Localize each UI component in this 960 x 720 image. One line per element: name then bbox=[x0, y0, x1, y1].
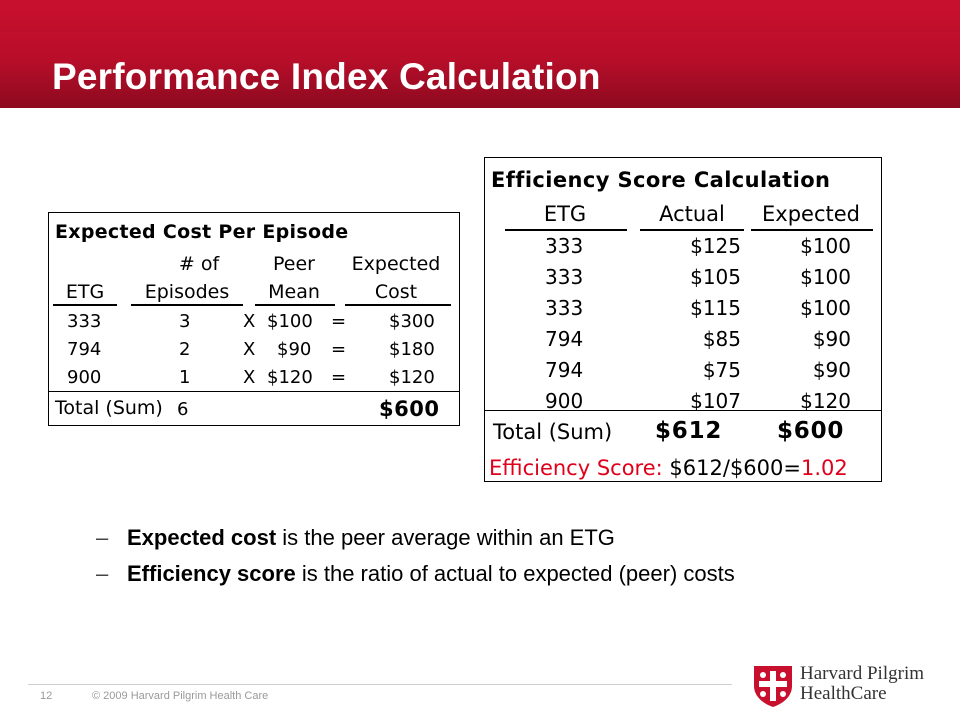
cell-etg: 900 bbox=[67, 367, 102, 388]
cell-x: X bbox=[243, 311, 256, 332]
total-cost: $600 bbox=[379, 397, 440, 421]
cell-eq: = bbox=[331, 367, 347, 388]
cell-etg: 794 bbox=[67, 339, 102, 360]
cell-actual: $107 bbox=[690, 389, 741, 413]
divider bbox=[49, 391, 459, 392]
cell-expected: $120 bbox=[800, 389, 851, 413]
efficiency-score-table: Efficiency Score Calculation ETG Actual … bbox=[484, 157, 882, 482]
header-etg: ETG bbox=[543, 202, 587, 226]
cell-actual: $85 bbox=[702, 327, 741, 351]
cell-expected: $90 bbox=[812, 327, 851, 351]
cell-expected: $90 bbox=[812, 358, 851, 382]
table-caption: Expected Cost Per Episode bbox=[55, 221, 349, 243]
underline bbox=[131, 304, 243, 306]
cell-actual: $105 bbox=[690, 265, 741, 289]
score-formula: $612/$600= bbox=[669, 456, 801, 480]
header-mean-2: Mean bbox=[268, 281, 320, 303]
total-label: Total (Sum) bbox=[493, 420, 613, 444]
footer-divider bbox=[28, 684, 732, 685]
harvard-pilgrim-shield-icon bbox=[754, 666, 792, 707]
logo-line-2: HealthCare bbox=[800, 683, 887, 704]
cell-x: X bbox=[243, 339, 256, 360]
cell-x: X bbox=[243, 367, 256, 388]
header-etg: ETG bbox=[65, 281, 105, 303]
header-episodes-1: # of bbox=[178, 253, 220, 275]
expected-cost-table: Expected Cost Per Episode # of Peer Expe… bbox=[48, 212, 460, 426]
cell-expected: $100 bbox=[800, 265, 851, 289]
cell-cost: $180 bbox=[389, 339, 435, 360]
underline bbox=[640, 229, 744, 231]
cell-mean: $90 bbox=[277, 339, 312, 360]
total-label: Total (Sum) bbox=[55, 397, 163, 419]
cell-mean: $120 bbox=[267, 367, 313, 388]
total-expected: $600 bbox=[777, 418, 845, 444]
cell-etg: 333 bbox=[67, 311, 102, 332]
underline bbox=[53, 304, 117, 306]
bullet-desc: is the peer average within an ETG bbox=[276, 525, 615, 550]
bullet-text: Efficiency score is the ratio of actual … bbox=[127, 561, 735, 587]
cell-expected: $100 bbox=[800, 296, 851, 320]
total-episodes: 6 bbox=[177, 399, 189, 420]
cell-etg: 794 bbox=[545, 358, 584, 382]
dash-marker: – bbox=[96, 561, 109, 586]
dash-marker: – bbox=[96, 525, 109, 550]
cell-episodes: 1 bbox=[179, 367, 191, 388]
underline bbox=[505, 229, 627, 231]
header-bar bbox=[0, 0, 960, 108]
cell-actual: $125 bbox=[690, 234, 741, 258]
header-mean-1: Peer bbox=[273, 253, 315, 275]
total-actual: $612 bbox=[655, 418, 723, 444]
page-number: 12 bbox=[40, 690, 53, 702]
cell-etg: 333 bbox=[545, 296, 584, 320]
bullet-term: Expected cost bbox=[127, 525, 277, 550]
cell-cost: $300 bbox=[389, 311, 435, 332]
cell-actual: $115 bbox=[690, 296, 741, 320]
header-cost-1: Expected bbox=[351, 253, 441, 275]
header-expected: Expected bbox=[762, 202, 860, 226]
cell-actual: $75 bbox=[702, 358, 741, 382]
bullet-desc: is the ratio of actual to expected (peer… bbox=[295, 561, 735, 586]
efficiency-score-line: Efficiency Score: $612/$600=1.02 bbox=[489, 456, 848, 480]
bullet-term: Efficiency score bbox=[127, 561, 296, 586]
copyright-text: © 2009 Harvard Pilgrim Health Care bbox=[92, 690, 269, 702]
cell-etg: 333 bbox=[545, 234, 584, 258]
divider bbox=[485, 410, 881, 411]
slide-title: Performance Index Calculation bbox=[52, 56, 601, 97]
header-cost-2: Cost bbox=[374, 281, 418, 303]
underline bbox=[751, 229, 873, 231]
cell-expected: $100 bbox=[800, 234, 851, 258]
cell-eq: = bbox=[331, 311, 347, 332]
cell-mean: $100 bbox=[267, 311, 313, 332]
table-caption: Efficiency Score Calculation bbox=[491, 168, 831, 192]
bullet-text: Expected cost is the peer average within… bbox=[127, 525, 615, 551]
score-label: Efficiency Score: bbox=[489, 456, 663, 480]
logo-wordmark: Harvard Pilgrim HealthCare bbox=[800, 664, 924, 704]
cell-episodes: 2 bbox=[179, 339, 191, 360]
cell-etg: 333 bbox=[545, 265, 584, 289]
cell-etg: 794 bbox=[545, 327, 584, 351]
header-actual: Actual bbox=[659, 202, 725, 226]
underline bbox=[345, 304, 451, 306]
cell-cost: $120 bbox=[389, 367, 435, 388]
cell-episodes: 3 bbox=[179, 311, 191, 332]
cell-eq: = bbox=[331, 339, 347, 360]
cell-etg: 900 bbox=[545, 389, 584, 413]
underline bbox=[255, 304, 335, 306]
score-value: 1.02 bbox=[800, 456, 848, 480]
logo-line-1: Harvard Pilgrim bbox=[800, 663, 925, 684]
header-episodes-2: Episodes bbox=[144, 281, 230, 303]
